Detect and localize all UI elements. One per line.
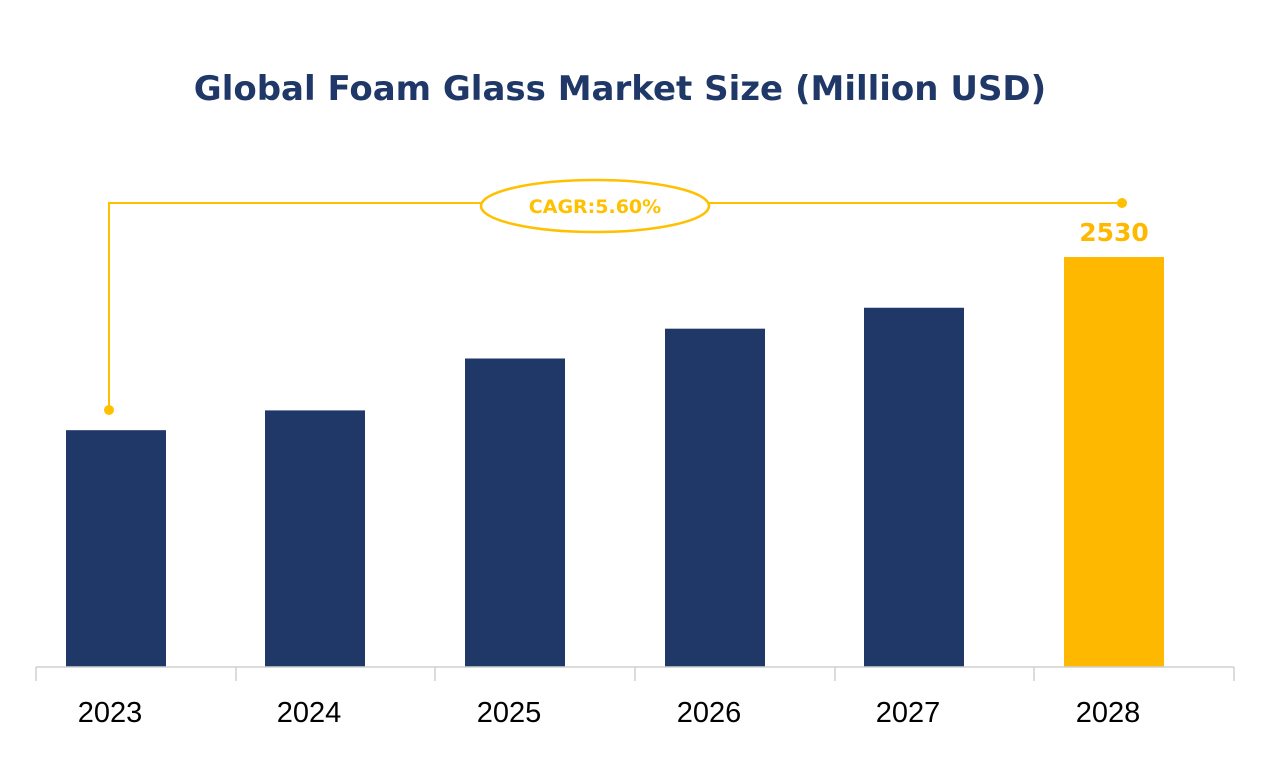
cagr-label: CAGR:5.60% bbox=[529, 196, 661, 218]
data-label-2028: 2530 bbox=[1079, 218, 1149, 247]
bar-2026 bbox=[665, 328, 765, 667]
cagr-start-dot bbox=[104, 405, 114, 415]
bar-2024 bbox=[265, 410, 365, 667]
chart-title: Global Foam Glass Market Size (Million U… bbox=[194, 69, 1046, 109]
cagr-end-dot bbox=[1117, 198, 1127, 208]
bar-2025 bbox=[465, 358, 565, 667]
cagr-ellipse bbox=[479, 178, 711, 234]
x-tick-label: 2028 bbox=[1076, 697, 1141, 729]
cagr-line-left bbox=[108, 202, 482, 410]
x-tick-label: 2027 bbox=[876, 697, 941, 729]
x-tick-label: 2023 bbox=[78, 697, 143, 729]
x-tick-label: 2026 bbox=[677, 697, 742, 729]
x-tick-label: 2025 bbox=[477, 697, 542, 729]
bar-2028 bbox=[1064, 257, 1164, 667]
bar-2027 bbox=[864, 307, 964, 667]
bar-2023 bbox=[66, 430, 166, 667]
x-tick-label: 2024 bbox=[277, 697, 342, 729]
cagr-annotation: CAGR:5.60% bbox=[104, 178, 1127, 415]
